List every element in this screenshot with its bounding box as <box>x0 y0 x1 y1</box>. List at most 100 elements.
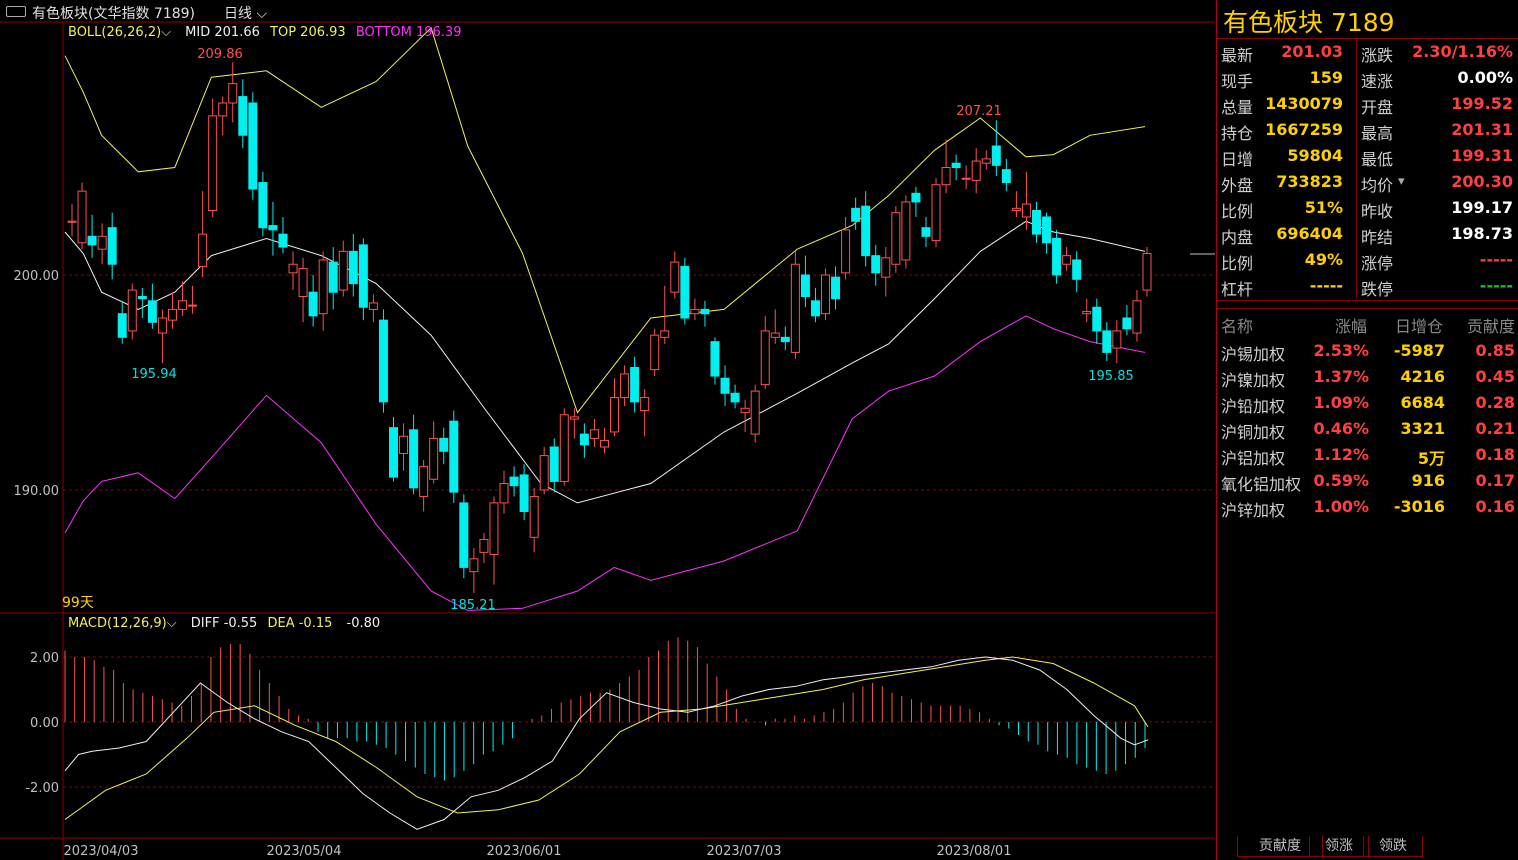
table-header-cell[interactable]: 涨幅 <box>1334 317 1367 336</box>
table-row[interactable]: 沪锌加权 1.00% -3016 0.16 <box>1217 497 1517 523</box>
table-row[interactable]: 沪铅加权 1.09% 6684 0.28 <box>1217 393 1517 419</box>
macd-indicator-name[interactable]: MACD(12,26,9) <box>68 616 167 631</box>
candle <box>630 356 640 413</box>
table-row[interactable]: 沪铝加权 1.12% 5万 0.18 <box>1217 445 1517 471</box>
macd-legend: MACD(12,26,9)⌵ DIFF -0.55 DEA -0.15 -0.8… <box>68 616 380 631</box>
candle-body <box>680 265 690 319</box>
candle-body <box>238 96 248 136</box>
candle-body <box>178 300 188 310</box>
chevron-down-icon[interactable]: ⌵ <box>166 616 177 631</box>
quote-value: 49% <box>1304 250 1343 269</box>
kline-chart[interactable]: 200.00 190.00 2.00 0.00 -2.00 2023/04/03 2023/… <box>0 0 1215 860</box>
quote-label: 最高 <box>1361 124 1394 143</box>
period-selector[interactable]: 日线 ⌵ <box>224 3 267 23</box>
candle <box>368 294 378 323</box>
candle <box>127 283 137 340</box>
tab-top-losers[interactable]: 领跌 <box>1363 836 1423 857</box>
candle <box>1132 290 1142 342</box>
candle-body <box>489 502 499 555</box>
candle <box>881 247 891 297</box>
tab-contribution[interactable]: 贡献度 <box>1237 836 1323 857</box>
candle-body <box>409 429 419 489</box>
candle <box>429 421 439 484</box>
day-count-label: 99天 <box>62 595 94 611</box>
table-header-cell[interactable]: 贡献度 <box>1466 317 1515 336</box>
macd-histogram <box>64 637 1146 781</box>
candle-body <box>941 167 951 186</box>
change-percent: 1.37% <box>1313 367 1369 386</box>
candle-body <box>97 235 107 250</box>
candle-body <box>399 435 409 454</box>
window-menu-icon[interactable] <box>6 6 26 17</box>
open-interest-change: 916 <box>1411 471 1445 490</box>
contribution: 0.28 <box>1475 393 1515 412</box>
quote-label: 杠杆 <box>1221 280 1254 299</box>
candle <box>137 287 147 318</box>
table-row[interactable]: 氧化铝加权 0.59% 916 0.17 <box>1217 471 1517 497</box>
quote-row: 现手 159 速涨 0.00% <box>1217 68 1517 94</box>
candle <box>87 214 97 258</box>
candle-body <box>459 502 469 568</box>
open-interest-change: 5万 <box>1417 449 1445 468</box>
macd-lines <box>64 656 1149 830</box>
candle-body <box>961 177 971 180</box>
quote-row: 最新 201.03 涨跌 2.30/1.16% <box>1217 42 1517 68</box>
quote-label: 涨停 <box>1361 254 1394 273</box>
table-header-cell[interactable]: 日增仓 <box>1394 317 1443 336</box>
candle <box>821 268 831 321</box>
candle <box>579 423 589 458</box>
candle <box>981 150 991 170</box>
candle <box>208 98 218 217</box>
candle-body <box>1132 300 1142 334</box>
table-row[interactable]: 沪锡加权 2.53% -5987 0.85 <box>1217 341 1517 367</box>
boll-mid-value: 201.66 <box>214 25 260 40</box>
candle <box>599 427 609 454</box>
panel-tabs: 贡献度 领涨 领跌 <box>1217 836 1518 860</box>
quote-label: 均价 <box>1361 176 1394 195</box>
quote-label: 现手 <box>1221 72 1254 91</box>
table-row[interactable]: 沪镍加权 1.37% 4216 0.45 <box>1217 367 1517 393</box>
candle-body <box>348 250 358 285</box>
quote-label: 跌停 <box>1361 280 1394 299</box>
candle-body <box>851 207 861 222</box>
table-header-cell[interactable]: 名称 <box>1221 317 1254 336</box>
candle-body <box>660 330 670 338</box>
candle <box>288 251 298 291</box>
candle <box>439 427 449 465</box>
candle-body <box>1092 306 1102 332</box>
product-name: 沪铜加权 <box>1221 423 1286 442</box>
candle <box>871 244 881 286</box>
candle-body <box>931 184 941 242</box>
candle <box>810 287 820 323</box>
quote-value: 200.30 <box>1451 172 1513 191</box>
tab-top-gainers[interactable]: 领涨 <box>1309 836 1369 857</box>
quote-label: 比例 <box>1221 254 1254 273</box>
quote-value: 51% <box>1304 198 1343 217</box>
candle-body <box>620 373 630 399</box>
candle <box>730 384 740 409</box>
quote-row: 杠杆 ----- 跌停 ----- <box>1217 276 1517 302</box>
macd-tick-label: -2.00 <box>25 781 59 796</box>
macd-value: -0.80 <box>346 616 381 631</box>
quote-label: 速涨 <box>1361 72 1394 91</box>
candle <box>620 365 630 407</box>
candle-body <box>157 317 167 334</box>
table-row[interactable]: 沪铜加权 0.46% 3321 0.21 <box>1217 419 1517 445</box>
candle <box>1062 247 1072 271</box>
candle-body <box>479 538 489 553</box>
candle-body <box>1011 207 1021 212</box>
boll-indicator-name[interactable]: BOLL(26,26,2) <box>68 25 162 40</box>
chevron-down-icon[interactable]: ▾ <box>1398 174 1405 189</box>
candle <box>921 216 931 248</box>
open-interest-change: 4216 <box>1400 367 1445 386</box>
candle <box>931 178 941 248</box>
candle-body <box>911 192 921 203</box>
candle-body <box>559 414 569 482</box>
chevron-down-icon[interactable]: ⌵ <box>161 25 172 40</box>
candle <box>700 300 710 327</box>
candle <box>1072 251 1082 293</box>
candle-body <box>1031 210 1041 235</box>
candle <box>358 238 368 321</box>
candle <box>157 309 167 364</box>
candle-body <box>499 483 509 504</box>
